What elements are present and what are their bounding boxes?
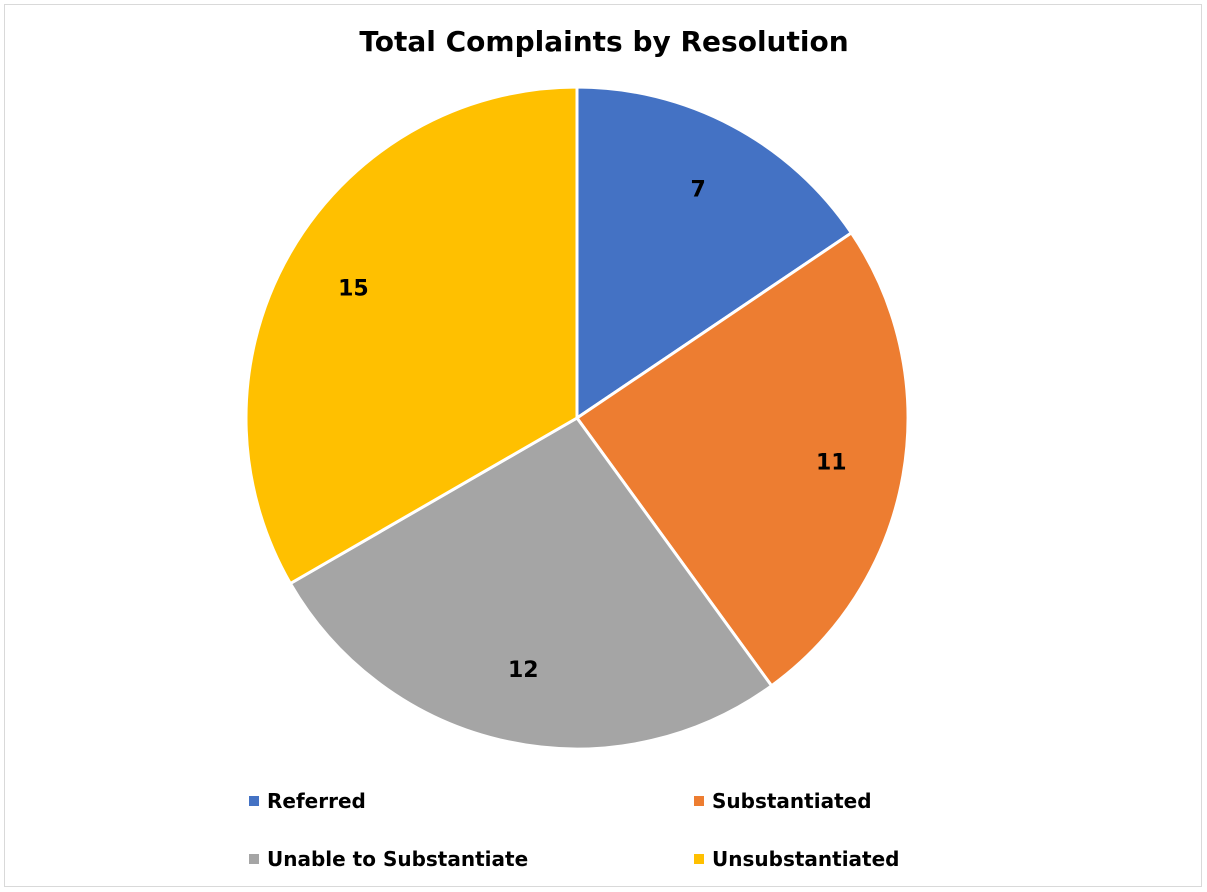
pie-chart: 7 11 12 15 <box>244 85 910 751</box>
pie-slice-referred <box>575 85 854 421</box>
pie-slice-unable-to-substantiate <box>288 416 774 751</box>
chart-title: Total Complaints by Resolution <box>359 25 849 58</box>
pie-slice-substantiated <box>574 230 910 688</box>
data-label-referred: 7 <box>691 178 706 203</box>
chart-area: Total Complaints by Resolution 7 11 12 15 R… <box>4 4 1202 887</box>
data-label-substantiated: 11 <box>816 450 847 475</box>
data-label-unable-to-substantiate: 12 <box>508 658 539 683</box>
pie-slices <box>244 85 910 751</box>
pie-slice-unsubstantiated <box>244 85 579 586</box>
data-label-unsubstantiated: 15 <box>338 276 369 301</box>
pie-data-labels: 7 11 12 15 <box>338 178 846 683</box>
